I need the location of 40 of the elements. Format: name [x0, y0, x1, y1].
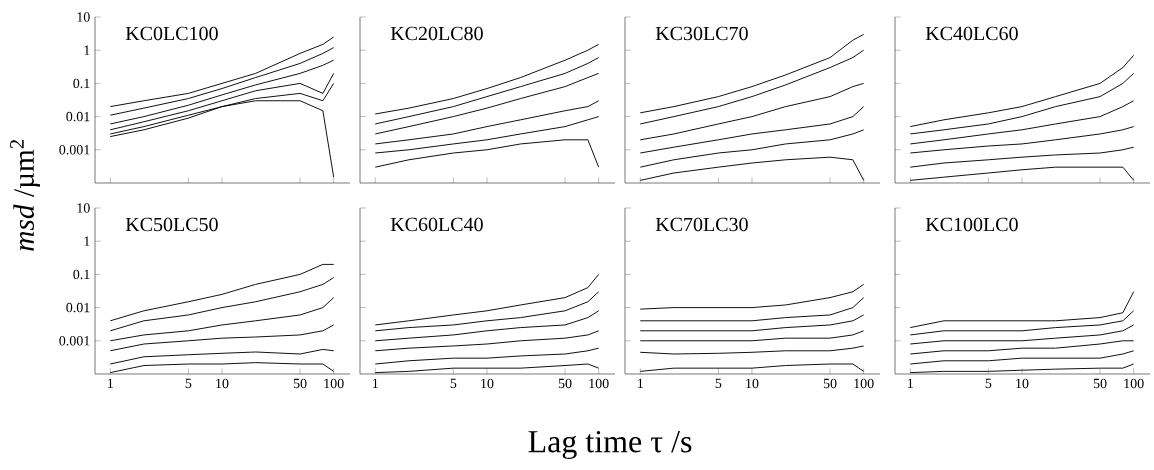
x-tick-label: 50 [558, 378, 572, 389]
chart-title: KC0LC100 [125, 26, 218, 41]
y-tick-label: 0.001 [59, 336, 90, 346]
y-tick-label: 0.1 [73, 269, 90, 280]
y-tick-label: 10 [77, 12, 90, 22]
x-tick-label: 10 [481, 378, 494, 389]
x-tick-label: 5 [450, 378, 457, 389]
y-tick-label: 0.1 [73, 78, 90, 89]
x-tick-label: 5 [715, 378, 722, 389]
chart-title: KC20LC80 [390, 26, 483, 41]
y-tick-label: 0.01 [66, 302, 90, 313]
chart-title: KC100LC0 [925, 217, 1018, 232]
y-tick-label: 1 [84, 45, 90, 55]
y-axis-title: msd /µm$^{2}$ [10, 140, 40, 251]
chart-title: KC70LC30 [655, 217, 748, 232]
x-tick-label: 5 [185, 378, 192, 389]
chart-title: KC30LC70 [655, 26, 748, 41]
chart-title: KC60LC40 [390, 217, 483, 232]
x-tick-label: 1 [908, 378, 913, 388]
y-tick-label: 0.001 [59, 145, 90, 155]
x-tick-label: 10 [216, 378, 229, 389]
x-axis-title: Lag time τ /s [528, 430, 692, 460]
x-tick-label: 100 [324, 378, 344, 389]
x-tick-label: 5 [985, 378, 992, 389]
chart-title: KC40LC60 [925, 26, 1018, 41]
x-tick-label: 10 [746, 378, 759, 389]
x-tick-label: 10 [1016, 378, 1029, 389]
x-tick-label: 50 [293, 378, 307, 389]
x-tick-label: 1 [638, 378, 643, 388]
x-tick-label: 100 [854, 378, 874, 389]
x-tick-label: 100 [1124, 378, 1144, 389]
x-tick-label: 1 [108, 378, 113, 388]
x-tick-label: 50 [1093, 378, 1107, 389]
chart-title: KC50LC50 [125, 217, 218, 232]
x-tick-label: 1 [373, 378, 378, 388]
x-tick-label: 50 [823, 378, 837, 389]
y-tick-label: 1 [84, 236, 90, 246]
x-tick-label: 100 [589, 378, 609, 389]
y-tick-label: 0.01 [66, 111, 90, 122]
y-tick-label: 10 [77, 203, 90, 213]
